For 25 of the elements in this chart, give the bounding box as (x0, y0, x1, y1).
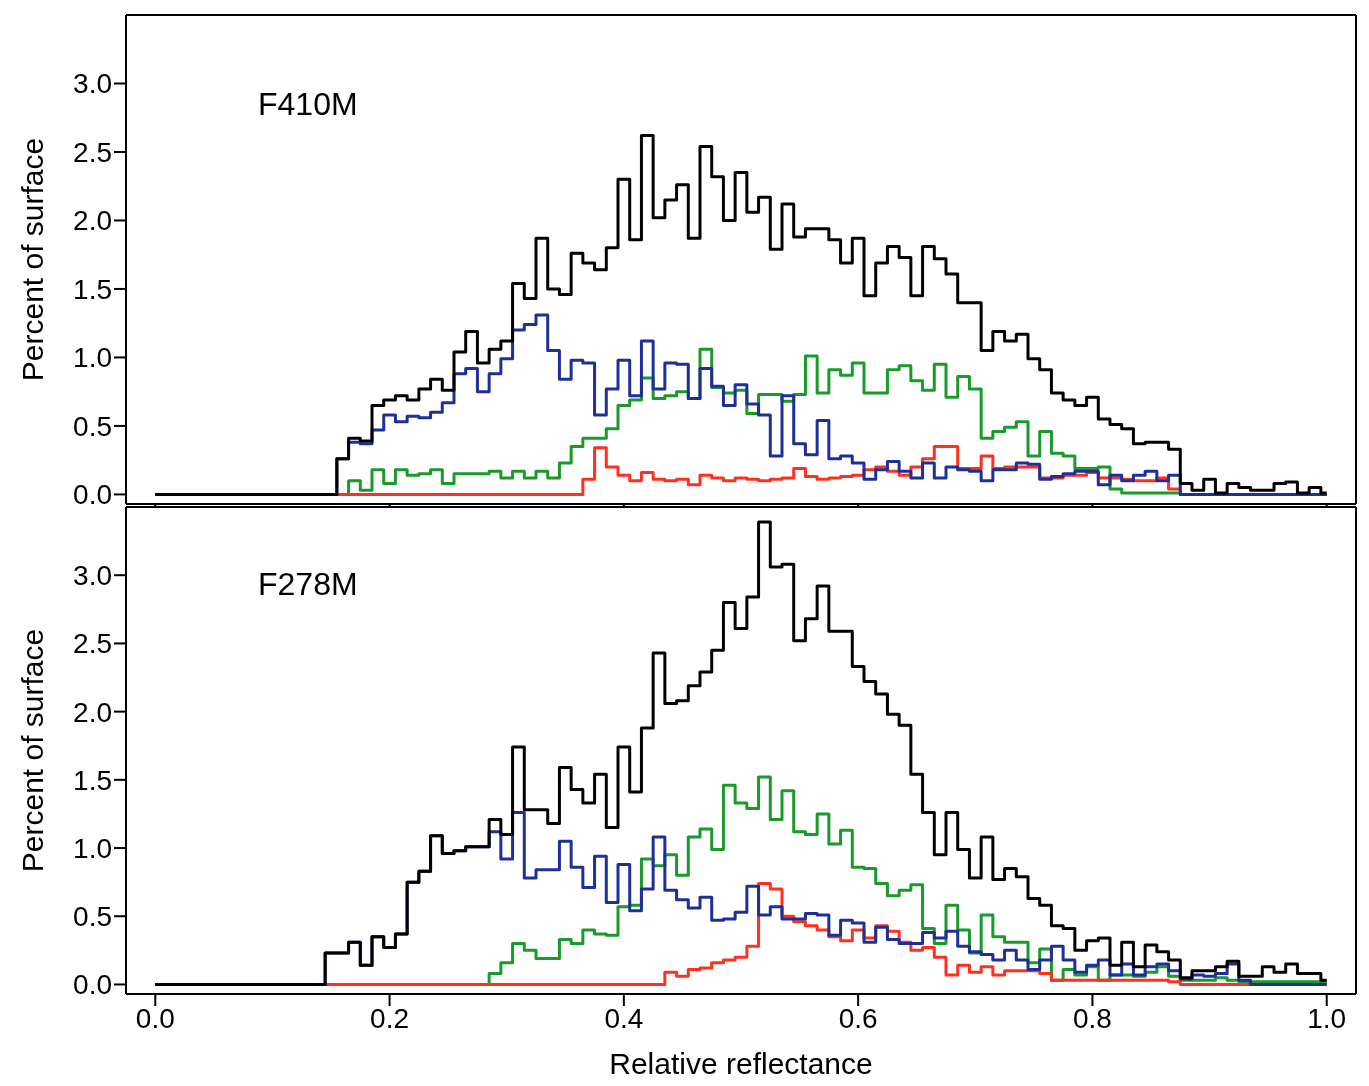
y-tick-label: 2.5 (73, 628, 112, 660)
y-tick-label: 3.0 (73, 68, 112, 100)
y-tick-label: 3.0 (73, 560, 112, 592)
annotation: F278M (258, 566, 358, 603)
y-tick-label: 1.5 (73, 273, 112, 305)
y-tick-label: 1.0 (73, 342, 112, 374)
y-tick-label: 1.0 (73, 832, 112, 864)
x-tick-label: 0.0 (135, 1002, 175, 1034)
y-tick-label: 2.0 (73, 205, 112, 237)
y-tick-label: 0.0 (73, 969, 112, 1001)
x-axis-title: Relative reflectance (609, 1047, 873, 1080)
y-tick-label: 2.5 (73, 136, 112, 168)
x-tick-label: 0.4 (604, 1002, 644, 1034)
y-tick-label: 0.0 (73, 479, 112, 511)
y-axis-title: Percent of surface (15, 137, 49, 382)
annotation: F410M (258, 86, 358, 123)
y-tick-label: 0.5 (73, 410, 112, 442)
x-tick-label: 1.0 (1307, 1002, 1347, 1034)
y-tick-label: 2.0 (73, 696, 112, 728)
y-axis-title: Percent of surface (15, 628, 49, 873)
y-tick-label: 0.5 (73, 901, 112, 933)
y-tick-label: 1.5 (73, 764, 112, 796)
x-tick-label: 0.6 (838, 1002, 878, 1034)
x-tick-label: 0.2 (370, 1002, 410, 1034)
x-tick-label: 0.8 (1072, 1002, 1112, 1034)
